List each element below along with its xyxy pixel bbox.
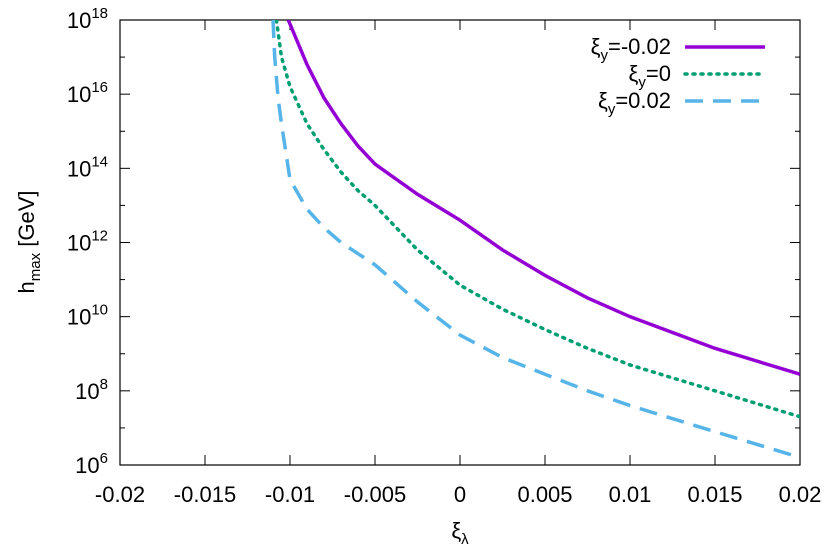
legend-sub: y: [638, 74, 646, 91]
y-tick-label: 1014: [67, 153, 108, 181]
y-tick-label: 1016: [67, 79, 108, 107]
y-tick-exponent: 18: [91, 5, 108, 22]
y-tick-base: 10: [67, 8, 91, 33]
x-label-text: ξ: [451, 518, 461, 543]
y-tick-label: 1018: [67, 5, 108, 33]
series-line: [274, 20, 800, 419]
legend-label: ξy=0.02: [598, 88, 671, 118]
x-tick-label: 0.01: [609, 482, 652, 507]
y-tick-exponent: 12: [91, 228, 108, 245]
x-axis-label: ξλ: [451, 518, 469, 548]
y-tick-exponent: 16: [91, 79, 108, 96]
legend-suffix: =0: [646, 61, 671, 86]
legend-label: ξy=-0.02: [591, 34, 671, 64]
x-tick-label: -0.02: [95, 482, 145, 507]
legend-suffix: =-0.02: [608, 34, 671, 59]
x-label-sub: λ: [461, 531, 469, 548]
y-tick-base: 10: [67, 231, 91, 256]
x-tick-label: -0.015: [174, 482, 236, 507]
y-tick-exponent: 14: [91, 153, 108, 170]
y-tick-base: 10: [75, 453, 99, 478]
y-label-sub: max: [27, 252, 44, 281]
legend-text: ξ: [591, 34, 601, 59]
y-label-text: h: [14, 281, 39, 293]
y-tick-base: 10: [67, 82, 91, 107]
y-tick-label: 1012: [67, 228, 108, 256]
y-axis-label: hmax [GeV]: [14, 191, 44, 294]
y-tick-base: 10: [75, 379, 99, 404]
series-line: [286, 20, 800, 376]
y-tick-exponent: 10: [91, 302, 108, 319]
x-tick-label: 0: [454, 482, 466, 507]
y-tick-label: 1010: [67, 302, 108, 330]
legend-suffix: =0.02: [615, 88, 671, 113]
legend-text: ξ: [598, 88, 608, 113]
x-tick-label: 0.015: [687, 482, 742, 507]
legend-text: ξ: [629, 61, 639, 86]
y-tick-base: 10: [67, 305, 91, 330]
x-tick-label: -0.005: [344, 482, 406, 507]
plot-frame: [119, 19, 801, 466]
y-tick-exponent: 6: [100, 450, 108, 467]
y-tick-exponent: 8: [100, 376, 108, 393]
y-label-suffix: [GeV]: [14, 191, 39, 253]
x-tick-label: 0.02: [779, 482, 822, 507]
x-tick-label: -0.01: [265, 482, 315, 507]
y-tick-base: 10: [67, 156, 91, 181]
legend-sub: y: [601, 47, 609, 64]
legend-sub: y: [608, 101, 616, 118]
legend-label: ξy=0: [629, 61, 671, 91]
y-tick-label: 106: [75, 450, 108, 478]
y-tick-label: 108: [75, 376, 108, 404]
x-tick-label: 0.005: [517, 482, 572, 507]
series-line: [271, 20, 800, 460]
